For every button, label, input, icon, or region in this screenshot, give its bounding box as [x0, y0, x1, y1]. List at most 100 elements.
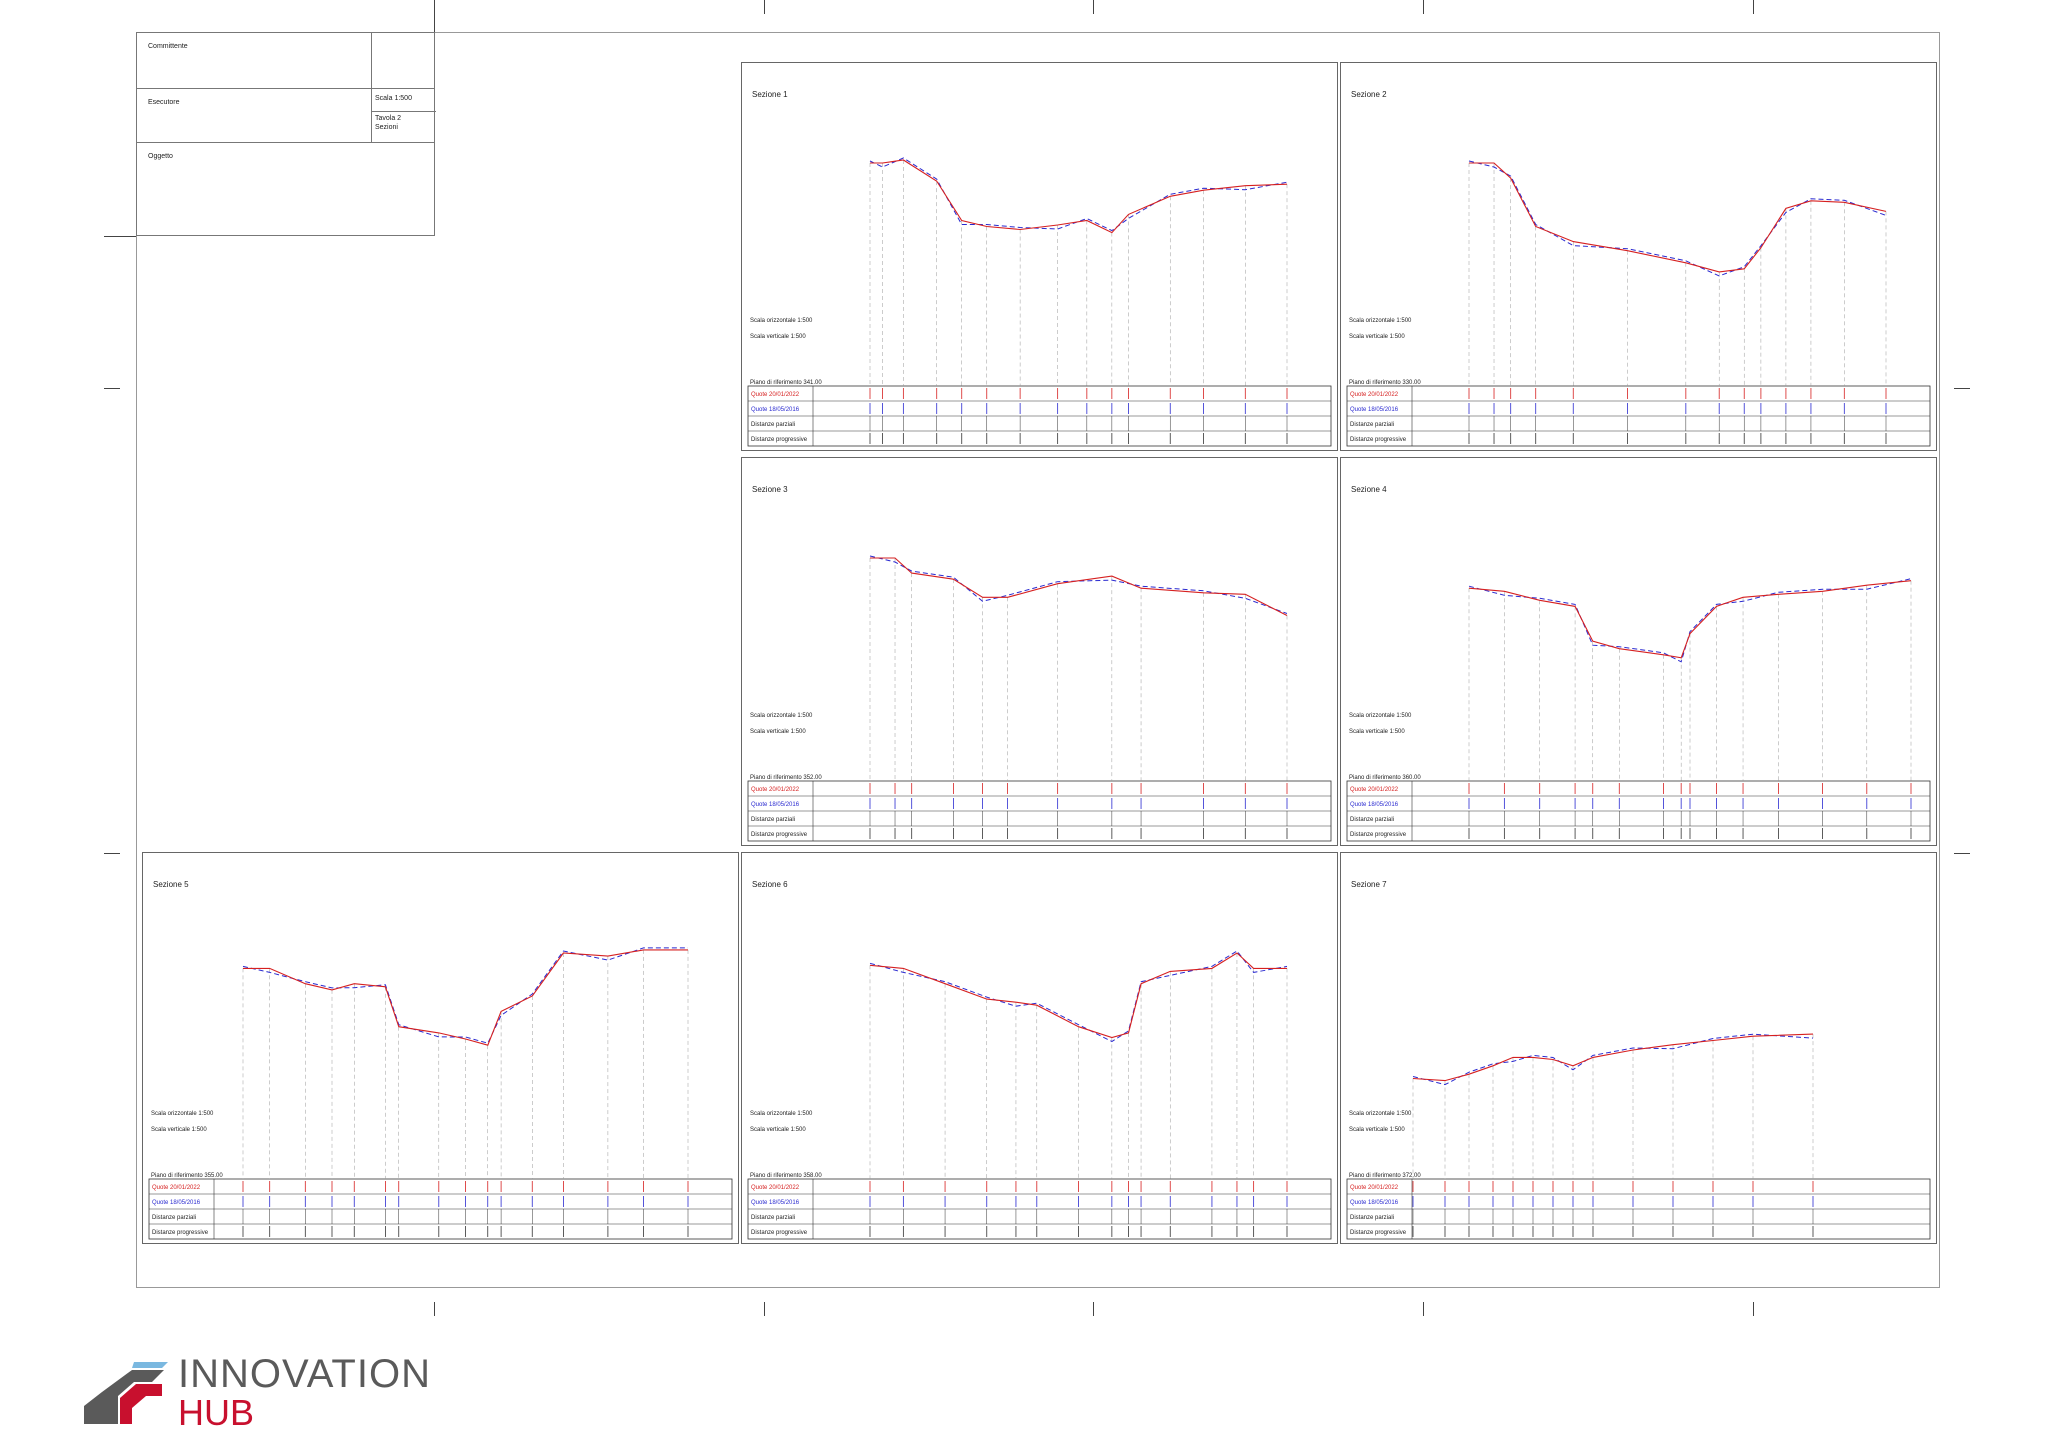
- border-tick: [434, 0, 435, 32]
- tavola-sub-label: Sezioni: [375, 124, 398, 131]
- border-tick: [1423, 0, 1424, 14]
- section-panel-6: Sezione 6 Scala orizzontale 1:500 Scala ve…: [741, 852, 1338, 1244]
- scala-verticale-label: Scala verticale 1:500: [750, 729, 806, 735]
- scala-verticale-label: Scala verticale 1:500: [750, 334, 806, 340]
- border-tick: [1753, 0, 1754, 14]
- border-tick: [104, 853, 120, 854]
- distanze-progressive-label: Distanze progressive: [751, 437, 808, 443]
- profile-2016-line: [1412, 1033, 1814, 1086]
- border-tick: [434, 1302, 435, 1316]
- section-panel-5: Sezione 5 Scala orizzontale 1:500 Scala ve…: [142, 852, 739, 1244]
- profile-2022-line: [870, 557, 1288, 616]
- scala-orizzontale-label: Scala orizzontale 1:500: [1349, 1111, 1412, 1117]
- distanze-progressive-label: Distanze progressive: [1350, 1230, 1407, 1236]
- border-tick: [1753, 1302, 1754, 1316]
- distanze-parziali-label: Distanze parziali: [1350, 1215, 1394, 1221]
- title-block: Committente Esecutore Scala 1:500 Tavola…: [136, 32, 436, 236]
- quote-new-label: Quote 20/01/2022: [751, 787, 800, 793]
- quote-old-label: Quote 18/05/2016: [1350, 1200, 1399, 1206]
- distanze-parziali-label: Distanze parziali: [751, 422, 795, 428]
- quote-old-label: Quote 18/05/2016: [751, 802, 800, 808]
- logo-mark-icon: [84, 1362, 168, 1424]
- profile-2016-line: [869, 950, 1288, 1043]
- distanze-progressive-label: Distanze progressive: [751, 832, 808, 838]
- distanze-parziali-label: Distanze parziali: [152, 1215, 196, 1221]
- distanze-progressive-label: Distanze progressive: [1350, 832, 1407, 838]
- section-title: Sezione 4: [1351, 485, 1387, 494]
- scala-verticale-label: Scala verticale 1:500: [151, 1127, 207, 1133]
- border-tick: [764, 1302, 765, 1316]
- profile-2016-line: [1468, 160, 1887, 277]
- quote-new-label: Quote 20/01/2022: [1350, 787, 1399, 793]
- profile-2016-line: [242, 947, 688, 1044]
- logo-line-2: HUB: [178, 1392, 255, 1433]
- border-tick: [104, 388, 120, 389]
- tavola-label: Tavola 2: [375, 115, 402, 122]
- profile-2022-line: [870, 159, 1288, 234]
- tb-row-committente: Committente: [137, 33, 434, 89]
- quote-old-label: Quote 18/05/2016: [751, 1200, 800, 1206]
- quote-new-label: Quote 20/01/2022: [1350, 392, 1399, 398]
- piano-riferimento-label: Piano di riferimento 360.00: [1349, 775, 1421, 781]
- quote-old-label: Quote 18/05/2016: [1350, 407, 1399, 413]
- scala-verticale-label: Scala verticale 1:500: [1349, 1127, 1405, 1133]
- distanze-parziali-label: Distanze parziali: [751, 1215, 795, 1221]
- distanze-progressive-label: Distanze progressive: [751, 1230, 808, 1236]
- distanze-parziali-label: Distanze parziali: [751, 817, 795, 823]
- border-tick: [1954, 853, 1970, 854]
- border-tick: [1423, 1302, 1424, 1316]
- piano-riferimento-label: Piano di riferimento 355.00: [151, 1173, 223, 1179]
- profile-2016-line: [1468, 578, 1912, 663]
- section-panel-7: Sezione 7 Scala orizzontale 1:500 Scala ve…: [1340, 852, 1937, 1244]
- piano-riferimento-label: Piano di riferimento 372.00: [1349, 1173, 1421, 1179]
- quote-old-label: Quote 18/05/2016: [152, 1200, 201, 1206]
- scala-orizzontale-label: Scala orizzontale 1:500: [750, 713, 813, 719]
- border-tick: [1093, 0, 1094, 14]
- scala-verticale-label: Scala verticale 1:500: [750, 1127, 806, 1133]
- piano-riferimento-label: Piano di riferimento 330.00: [1349, 380, 1421, 386]
- section-title: Sezione 1: [752, 90, 788, 99]
- oggetto-label: Oggetto: [148, 153, 173, 160]
- section-panel-3: Sezione 3 Scala orizzontale 1:500 Scala ve…: [741, 457, 1338, 846]
- scala-label: Scala 1:500: [375, 95, 412, 102]
- section-title: Sezione 2: [1351, 90, 1387, 99]
- profile-2016-line: [869, 555, 1288, 614]
- scala-orizzontale-label: Scala orizzontale 1:500: [750, 1111, 813, 1117]
- border-tick: [1954, 388, 1970, 389]
- distanze-progressive-label: Distanze progressive: [1350, 437, 1407, 443]
- scala-orizzontale-label: Scala orizzontale 1:500: [151, 1111, 214, 1117]
- piano-riferimento-label: Piano di riferimento 358.00: [750, 1173, 822, 1179]
- profile-2022-line: [243, 949, 688, 1046]
- quote-old-label: Quote 18/05/2016: [751, 407, 800, 413]
- tb-right-cell: [371, 33, 436, 88]
- scala-orizzontale-label: Scala orizzontale 1:500: [750, 318, 813, 324]
- piano-riferimento-label: Piano di riferimento 352.00: [750, 775, 822, 781]
- quote-new-label: Quote 20/01/2022: [751, 392, 800, 398]
- esecutore-label: Esecutore: [148, 99, 180, 106]
- profile-2016-line: [869, 157, 1288, 232]
- scala-verticale-label: Scala verticale 1:500: [1349, 334, 1405, 340]
- profile-2022-line: [869, 952, 1287, 1039]
- profile-2022-line: [1468, 580, 1912, 659]
- border-tick: [1093, 1302, 1094, 1316]
- scala-orizzontale-label: Scala orizzontale 1:500: [1349, 318, 1412, 324]
- profile-2022-line: [1412, 1033, 1814, 1082]
- committente-label: Committente: [148, 43, 188, 50]
- tb-right-cell: Scala 1:500 Tavola 2 Sezioni: [371, 89, 436, 142]
- section-title: Sezione 5: [153, 880, 189, 889]
- section-title: Sezione 6: [752, 880, 788, 889]
- distanze-parziali-label: Distanze parziali: [1350, 422, 1394, 428]
- profile-2022-line: [1469, 162, 1887, 273]
- piano-riferimento-label: Piano di riferimento 341.00: [750, 380, 822, 386]
- distanze-progressive-label: Distanze progressive: [152, 1230, 209, 1236]
- logo-line-1: INNOVATION: [178, 1352, 431, 1396]
- section-panel-4: Sezione 4 Scala orizzontale 1:500 Scala ve…: [1340, 457, 1937, 846]
- quote-old-label: Quote 18/05/2016: [1350, 802, 1399, 808]
- quote-new-label: Quote 20/01/2022: [1350, 1185, 1399, 1191]
- section-panel-1: Sezione 1 Scala orizzontale 1:500 Scala ve…: [741, 62, 1338, 451]
- border-tick: [764, 0, 765, 14]
- section-panel-2: Sezione 2 Scala orizzontale 1:500 Scala ve…: [1340, 62, 1937, 451]
- section-title: Sezione 3: [752, 485, 788, 494]
- drawing-sheet-frame: [136, 32, 1940, 1288]
- border-tick: [104, 236, 136, 237]
